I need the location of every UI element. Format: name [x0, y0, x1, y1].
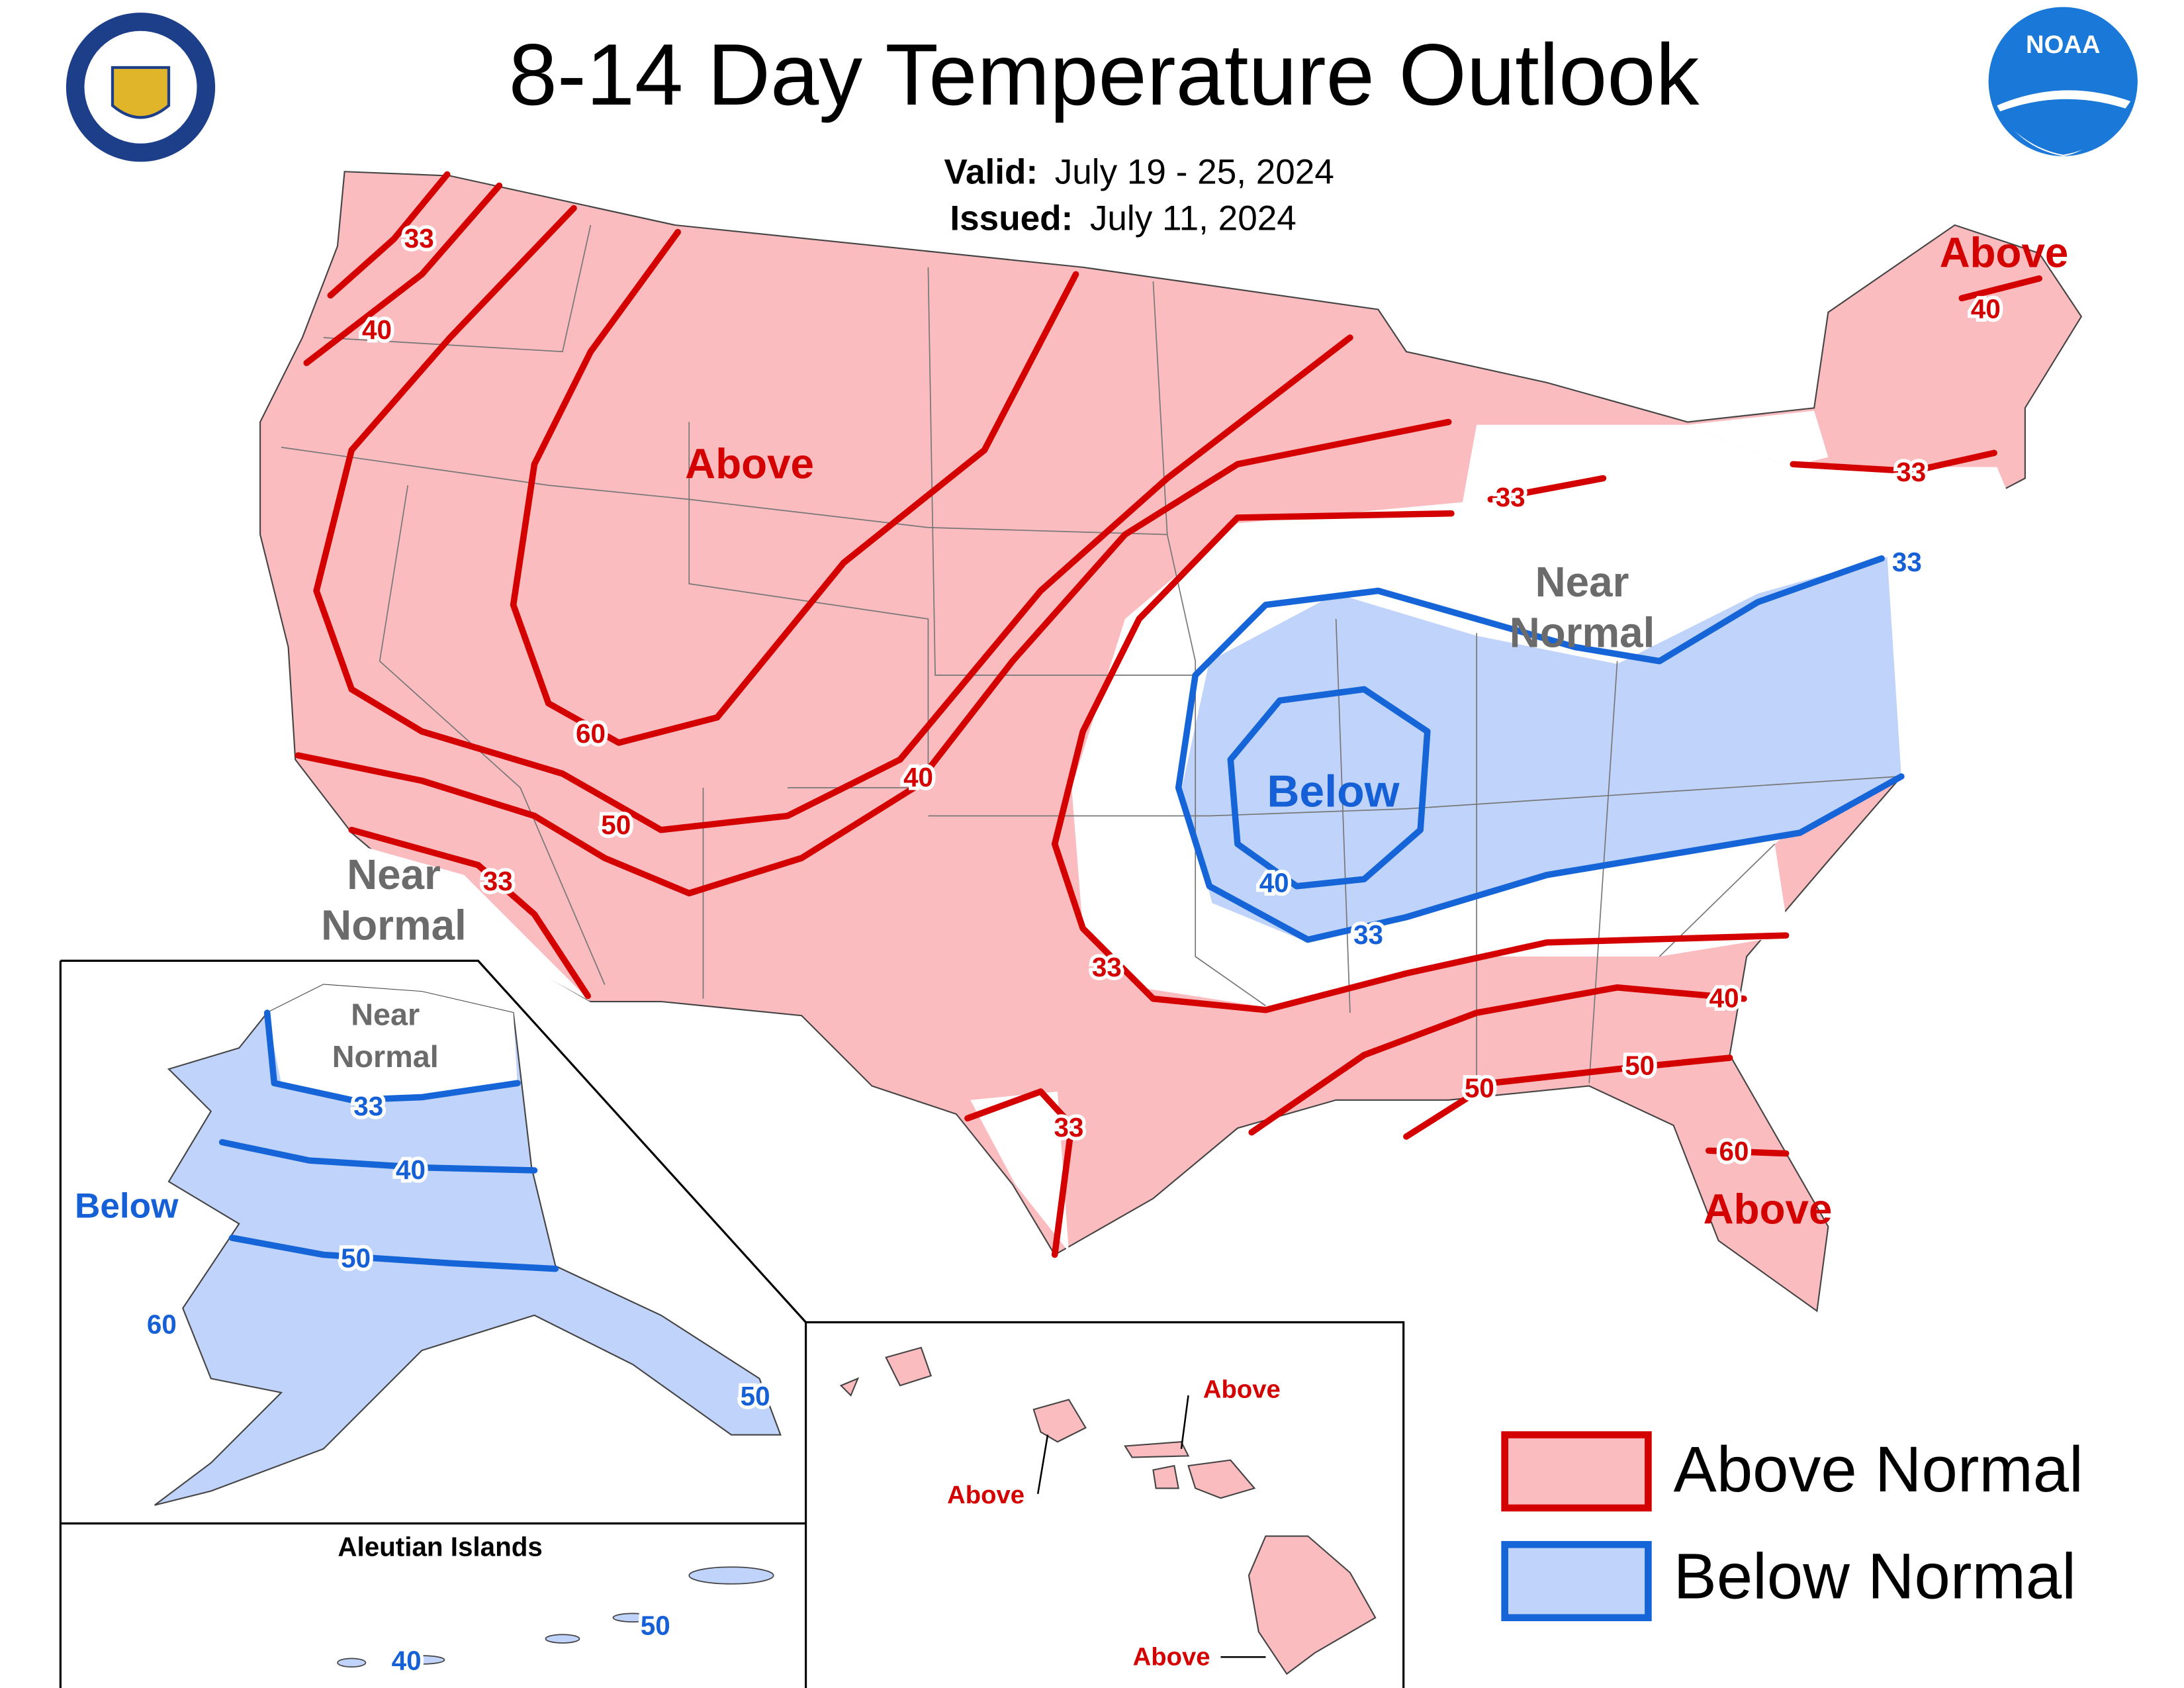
near-normal-sw: [303, 829, 591, 1002]
text-line: Near: [1535, 558, 1629, 606]
aleutian-title: Aleutian Islands: [338, 1531, 542, 1562]
text-line: Normal: [332, 1039, 439, 1074]
region-label: Below: [1267, 767, 1400, 817]
doc-logo: [66, 13, 216, 162]
hawaii-islands: [839, 1346, 1377, 1675]
contour-label: 50: [341, 1243, 371, 1274]
contour-label: 33: [1054, 1112, 1083, 1143]
contour-label: 33: [1496, 482, 1525, 512]
near-normal-tx: [970, 1092, 1069, 1252]
contour-label: 40: [362, 314, 392, 345]
contour-label: 40: [903, 762, 933, 792]
text-line: Normal: [321, 901, 467, 949]
title: 8-14 Day Temperature Outlook: [509, 26, 1700, 123]
inset-border: [59, 959, 807, 1688]
legend-swatch: [1501, 1431, 1652, 1512]
contour-label: 33: [483, 866, 513, 896]
region-label: Near Normal: [321, 851, 467, 949]
alaska-below: [154, 984, 782, 1506]
contour-label: 50: [601, 810, 631, 840]
conus-below: [1181, 557, 1901, 943]
contour-label: 40: [1971, 293, 2001, 324]
text-line: Near: [351, 998, 420, 1032]
contour-label: 33: [1896, 457, 1926, 487]
alaska-near-normal: [267, 984, 518, 1100]
alaska-contour: [263, 1009, 521, 1103]
region-label: Above: [1704, 1186, 1833, 1233]
contour-label: 50: [641, 1610, 670, 1640]
contour-label: 40: [1709, 983, 1739, 1013]
issued-date: July 11, 2024: [1090, 199, 1297, 238]
conus-contours: [295, 171, 2042, 1258]
aleutian-islands: [337, 1566, 774, 1667]
state-lines: [281, 224, 1899, 1098]
contour-label: 33: [404, 223, 434, 254]
noaa-logo: NOAA: [1988, 7, 2138, 156]
contour-label: 60: [147, 1309, 177, 1340]
text-line: Normal: [1510, 608, 1655, 656]
valid-label: Valid:: [944, 153, 1038, 192]
valid-dates: July 19 - 25, 2024: [1055, 153, 1334, 192]
contour-label: 40: [392, 1645, 422, 1675]
alaska-contour: [228, 1235, 559, 1272]
contour-label: 33: [1353, 919, 1383, 950]
contour-label: 40: [396, 1154, 426, 1185]
alaska-contour: [218, 1139, 538, 1174]
contour-label: 50: [1465, 1073, 1494, 1103]
legend-label: Below Normal: [1674, 1540, 2076, 1612]
region-label: Above: [1940, 229, 2069, 277]
contour-label: 60: [576, 718, 606, 749]
legend-label: Above Normal: [1674, 1433, 2083, 1505]
region-label: Near Normal: [1510, 558, 1655, 657]
region-label: Below: [75, 1186, 179, 1225]
hawaii-leaders: [1036, 1395, 1266, 1658]
issued-label: Issued:: [950, 199, 1073, 238]
contour-label: 33: [1892, 547, 1922, 577]
region-label: Above: [1133, 1642, 1210, 1671]
contour-label: 60: [1719, 1136, 1749, 1166]
region-label: Above: [947, 1481, 1024, 1509]
text-line: Near: [347, 851, 441, 898]
region-label: Above: [1203, 1376, 1281, 1404]
conus-contour-labels: 33 40 60 50 40 33 33 33 40 33 33 40 33 4…: [359, 220, 2004, 1170]
legend-swatch: [1501, 1540, 1652, 1622]
contour-label: 50: [1625, 1051, 1655, 1081]
contour-label: 50: [741, 1381, 770, 1411]
region-label: Above: [685, 440, 814, 487]
inset-border: [805, 1321, 1405, 1688]
near-normal-ne: [1687, 410, 1829, 467]
region-label: Near Normal: [332, 998, 439, 1074]
contour-label: 33: [1092, 952, 1122, 982]
contour-label: 33: [353, 1091, 383, 1121]
contour-label: 40: [1259, 867, 1289, 898]
noaa-logo-text: NOAA: [2026, 30, 2101, 59]
